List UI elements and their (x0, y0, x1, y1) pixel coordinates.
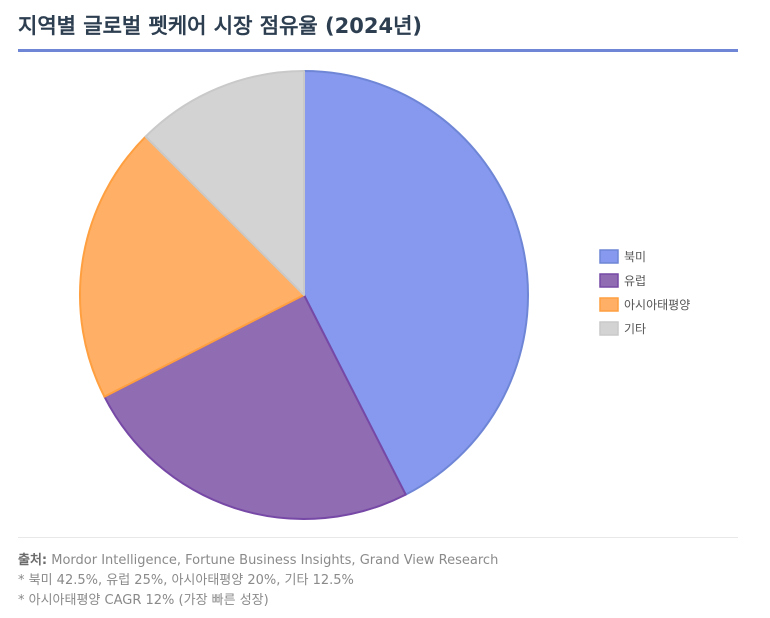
legend-swatch-3 (599, 297, 619, 312)
legend-label-2[interactable]: 유럽 (624, 274, 646, 288)
legend-swatch-4 (599, 321, 619, 336)
legend-label-1[interactable]: 북미 (624, 250, 646, 264)
chart-footer: 출처: Mordor Intelligence, Fortune Busines… (18, 551, 498, 611)
legend-label-4[interactable]: 기타 (624, 322, 646, 336)
title-underline (18, 49, 738, 52)
pie-slice-3[interactable] (79, 135, 305, 398)
page-title: 지역별 글로벌 펫케어 시장 점유율 (2024년) (18, 14, 422, 38)
legend-label-3[interactable]: 아시아태평양 (624, 298, 690, 312)
source-line: 출처: Mordor Intelligence, Fortune Busines… (18, 551, 498, 571)
pie-slice-1[interactable] (303, 70, 529, 496)
source-text: Mordor Intelligence, Fortune Business In… (47, 553, 499, 568)
footer-divider (18, 537, 738, 538)
pie-slices (79, 70, 529, 520)
legend-swatch-2 (599, 273, 619, 288)
footnote-cagr: * 아시아태평양 CAGR 12% (가장 빠른 성장) (18, 593, 269, 608)
source-label: 출처: (18, 553, 48, 568)
legend-swatch-1 (599, 249, 619, 264)
pie-slice-4[interactable] (144, 70, 305, 296)
footnote-shares: * 북미 42.5%, 유럽 25%, 아시아태평양 20%, 기타 12.5% (18, 573, 354, 588)
pie-slice-2[interactable] (103, 294, 407, 520)
